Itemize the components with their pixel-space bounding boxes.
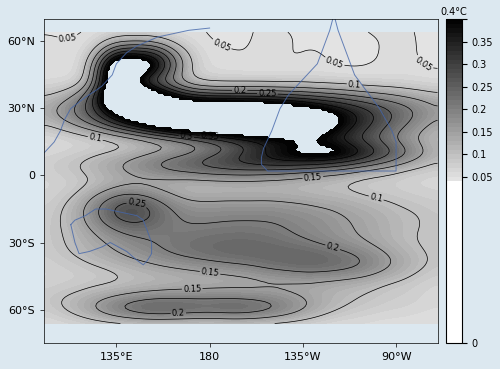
Text: 0.05: 0.05 <box>414 55 434 73</box>
Text: 0.1: 0.1 <box>348 80 362 89</box>
Text: 0.05: 0.05 <box>324 55 344 70</box>
Text: 0.1: 0.1 <box>369 192 384 204</box>
Text: 0.15: 0.15 <box>183 284 202 294</box>
Text: 0.05: 0.05 <box>58 33 77 44</box>
Text: 0.1: 0.1 <box>88 132 102 144</box>
Text: 0.2: 0.2 <box>325 241 340 254</box>
Text: 0.2: 0.2 <box>233 86 246 95</box>
Text: 0.25: 0.25 <box>258 89 276 99</box>
Title: 0.4°C: 0.4°C <box>440 7 468 17</box>
Text: 0.3: 0.3 <box>179 131 194 141</box>
Text: 0.05: 0.05 <box>212 37 232 53</box>
Text: 0.35: 0.35 <box>200 131 220 142</box>
Text: 0.25: 0.25 <box>127 197 146 210</box>
Text: 0.15: 0.15 <box>200 267 220 278</box>
Text: 0.15: 0.15 <box>304 172 322 183</box>
Text: 0.2: 0.2 <box>172 308 185 318</box>
